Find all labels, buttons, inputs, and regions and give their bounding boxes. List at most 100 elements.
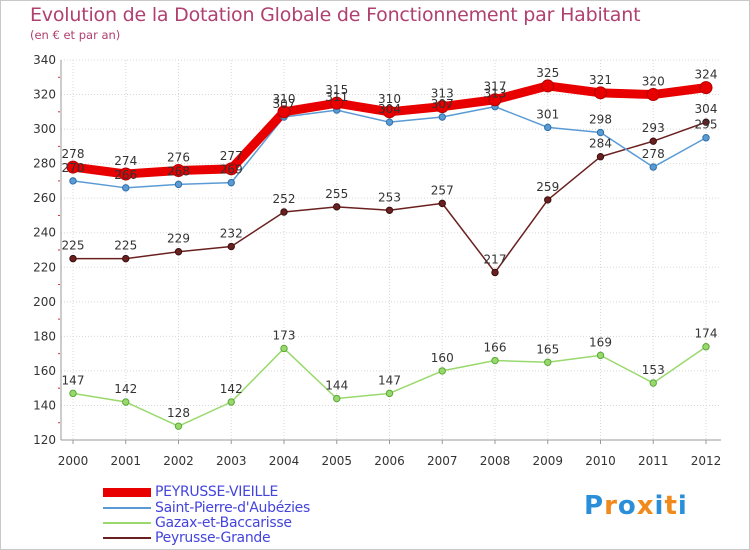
data-label: 307 bbox=[431, 97, 454, 111]
legend-item: Gazax-et-Baccarisse bbox=[103, 515, 292, 531]
data-point bbox=[280, 344, 288, 353]
y-tick-label: 180 bbox=[33, 329, 56, 343]
data-label: 165 bbox=[536, 342, 559, 356]
data-label: 225 bbox=[62, 239, 85, 253]
data-point bbox=[385, 389, 394, 398]
data-label: 174 bbox=[695, 327, 718, 341]
data-label: 325 bbox=[536, 66, 559, 80]
data-point bbox=[544, 123, 552, 132]
data-point bbox=[66, 160, 80, 174]
y-tick-label: 320 bbox=[33, 88, 56, 102]
data-label: 229 bbox=[167, 232, 190, 246]
data-point bbox=[333, 203, 341, 211]
data-point bbox=[435, 100, 449, 114]
x-tick-label: 2012 bbox=[691, 454, 722, 468]
data-point bbox=[385, 206, 394, 214]
data-label: 313 bbox=[484, 87, 507, 101]
data-label: 277 bbox=[220, 149, 243, 163]
data-point bbox=[330, 96, 344, 110]
y-tick-label: 280 bbox=[33, 157, 56, 171]
data-point bbox=[280, 208, 288, 216]
data-label: 278 bbox=[62, 147, 85, 161]
data-point bbox=[646, 88, 660, 102]
legend-label: Saint-Pierre-d'Aubézies bbox=[155, 500, 310, 516]
x-tick-label: 2003 bbox=[216, 454, 247, 468]
data-point bbox=[333, 394, 341, 403]
data-point bbox=[69, 254, 77, 263]
data-label: 225 bbox=[114, 239, 137, 253]
data-label: 301 bbox=[536, 107, 559, 121]
data-point bbox=[438, 199, 446, 208]
data-point bbox=[227, 398, 235, 406]
data-label: 268 bbox=[167, 164, 190, 178]
data-point bbox=[227, 178, 235, 187]
data-label: 295 bbox=[695, 118, 718, 132]
data-label: 307 bbox=[273, 97, 296, 111]
x-tick-label: 2004 bbox=[269, 454, 300, 468]
legend-item: PEYRUSSE-VIEILLE bbox=[103, 484, 278, 500]
y-tick-label: 300 bbox=[33, 122, 56, 136]
data-label: 257 bbox=[431, 183, 454, 197]
data-label: 315 bbox=[325, 83, 348, 97]
data-point bbox=[596, 351, 605, 360]
legend-label: PEYRUSSE-VIEILLE bbox=[155, 484, 278, 500]
data-label: 304 bbox=[378, 102, 401, 116]
data-point bbox=[541, 79, 555, 93]
data-label: 324 bbox=[695, 68, 718, 82]
x-tick-label: 2008 bbox=[480, 454, 511, 468]
legend-item: Peyrusse-Grande bbox=[103, 530, 271, 546]
y-tick-label: 200 bbox=[33, 295, 56, 309]
data-point bbox=[702, 118, 710, 126]
data-label: 169 bbox=[589, 335, 612, 349]
data-label: 270 bbox=[62, 161, 85, 175]
data-point bbox=[224, 162, 238, 176]
y-tick-label: 240 bbox=[33, 226, 56, 240]
data-label: 253 bbox=[378, 190, 401, 204]
data-label: 269 bbox=[220, 163, 243, 177]
data-label: 284 bbox=[589, 137, 612, 151]
data-label: 321 bbox=[589, 73, 612, 87]
data-point bbox=[699, 81, 713, 95]
y-tick-label: 220 bbox=[33, 260, 56, 274]
data-label: 144 bbox=[325, 379, 348, 393]
data-point bbox=[119, 167, 133, 181]
legend-label: Peyrusse-Grande bbox=[155, 530, 271, 546]
chart-subtitle: (en € et par an) bbox=[30, 28, 121, 42]
data-point bbox=[172, 164, 185, 178]
data-point bbox=[491, 356, 499, 365]
y-tick-label: 140 bbox=[33, 398, 56, 412]
data-label: 278 bbox=[642, 147, 665, 161]
data-point bbox=[488, 93, 502, 107]
data-point bbox=[596, 153, 605, 161]
data-label: 160 bbox=[431, 351, 454, 365]
data-point bbox=[174, 422, 183, 430]
data-point bbox=[438, 113, 446, 121]
data-label: 232 bbox=[220, 227, 243, 241]
x-tick-label: 2002 bbox=[163, 454, 194, 468]
data-label: 310 bbox=[378, 92, 401, 106]
data-label: 310 bbox=[273, 92, 296, 106]
data-point bbox=[122, 184, 130, 192]
data-label: 142 bbox=[220, 382, 243, 396]
data-label: 313 bbox=[431, 87, 454, 101]
data-label: 293 bbox=[642, 121, 665, 135]
data-label: 274 bbox=[114, 154, 137, 168]
data-label: 147 bbox=[378, 373, 401, 387]
data-label: 166 bbox=[484, 341, 507, 355]
data-point bbox=[649, 137, 657, 145]
data-point bbox=[544, 358, 552, 366]
chart-title: Evolution de la Dotation Globale de Fonc… bbox=[30, 4, 641, 26]
data-point bbox=[385, 118, 394, 126]
data-point bbox=[594, 86, 607, 100]
y-tick-label: 120 bbox=[33, 433, 56, 447]
data-label: 266 bbox=[114, 168, 137, 182]
data-label: 298 bbox=[589, 113, 612, 127]
data-label: 217 bbox=[484, 252, 507, 266]
x-tick-label: 2009 bbox=[532, 454, 563, 468]
data-label: 311 bbox=[325, 90, 348, 104]
data-label: 252 bbox=[273, 192, 296, 206]
legend-swatch bbox=[103, 487, 151, 497]
legend-swatch bbox=[103, 537, 151, 539]
data-label: 128 bbox=[167, 406, 190, 420]
